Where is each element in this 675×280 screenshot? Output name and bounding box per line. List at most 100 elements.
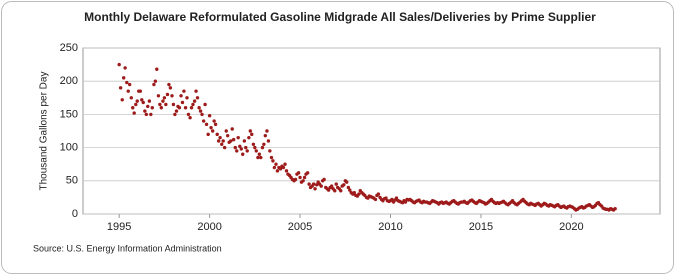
data-point xyxy=(201,119,206,123)
data-point xyxy=(189,106,194,110)
data-point xyxy=(373,197,378,202)
plot-area xyxy=(82,47,661,215)
data-point xyxy=(158,102,162,107)
data-point xyxy=(141,100,145,105)
data-point xyxy=(613,206,617,211)
data-point xyxy=(215,132,219,137)
data-point xyxy=(194,89,198,93)
data-point xyxy=(186,112,191,117)
data-point xyxy=(180,100,185,105)
data-point xyxy=(231,137,236,142)
data-point xyxy=(135,99,139,103)
data-point xyxy=(155,67,159,71)
data-point xyxy=(143,109,147,113)
source-note: Source: U.S. Energy Information Administ… xyxy=(33,243,222,253)
data-point xyxy=(384,196,388,200)
y-tick-label: 100 xyxy=(60,142,78,154)
data-point xyxy=(281,165,286,170)
data-point xyxy=(269,155,274,160)
data-point xyxy=(403,200,408,204)
data-point xyxy=(159,106,164,110)
data-point xyxy=(346,185,351,190)
data-point xyxy=(305,171,310,175)
data-point xyxy=(161,99,165,103)
data-point xyxy=(314,183,319,187)
data-point xyxy=(179,94,183,98)
data-point xyxy=(236,135,240,140)
data-point xyxy=(357,192,361,196)
data-point xyxy=(153,79,158,83)
data-point xyxy=(265,129,269,133)
data-point xyxy=(138,89,143,93)
data-point xyxy=(188,116,192,120)
data-point xyxy=(146,104,150,109)
data-point xyxy=(156,94,161,98)
data-point xyxy=(244,145,248,150)
data-point xyxy=(134,102,138,107)
y-tick-label: 200 xyxy=(60,75,78,87)
data-point xyxy=(125,80,129,85)
data-point xyxy=(127,82,132,87)
data-point xyxy=(319,184,323,188)
data-point xyxy=(247,135,251,140)
data-point xyxy=(342,183,346,187)
data-point xyxy=(182,89,186,93)
data-point xyxy=(226,133,230,138)
data-point xyxy=(198,109,203,113)
data-point xyxy=(296,171,301,175)
data-point xyxy=(278,167,283,171)
data-point xyxy=(339,189,343,193)
data-point xyxy=(345,180,349,184)
data-point xyxy=(209,125,213,130)
data-point xyxy=(197,106,201,110)
data-point xyxy=(220,142,224,146)
data-point xyxy=(251,142,256,146)
data-point xyxy=(330,184,334,188)
x-tick-label: 2000 xyxy=(197,221,221,233)
data-point xyxy=(262,142,266,146)
data-point xyxy=(149,112,153,117)
data-point xyxy=(177,106,182,110)
data-point xyxy=(167,82,171,87)
data-point xyxy=(121,76,126,80)
data-point xyxy=(311,182,316,186)
data-point xyxy=(140,98,144,102)
x-tick-label: 2005 xyxy=(288,221,312,233)
data-point xyxy=(284,169,289,173)
data-point xyxy=(334,182,338,186)
data-point xyxy=(390,197,394,202)
data-point xyxy=(123,66,127,70)
data-point xyxy=(230,127,234,131)
data-point xyxy=(241,152,245,156)
data-point xyxy=(221,139,225,143)
data-point xyxy=(185,96,189,100)
data-point xyxy=(253,145,257,150)
y-tick-label: 0 xyxy=(72,208,78,220)
data-point xyxy=(248,129,253,133)
data-point xyxy=(213,122,218,127)
data-point xyxy=(326,188,331,192)
data-point xyxy=(132,111,136,115)
data-point xyxy=(239,147,243,151)
data-point xyxy=(250,132,254,137)
data-point xyxy=(191,102,195,107)
data-point xyxy=(257,152,262,156)
data-point xyxy=(233,145,237,150)
y-tick-label: 50 xyxy=(66,175,78,187)
data-point xyxy=(259,155,263,160)
data-point xyxy=(352,191,357,195)
data-point xyxy=(200,112,204,117)
data-point xyxy=(216,139,221,143)
data-point xyxy=(283,162,287,166)
data-point xyxy=(268,149,272,153)
data-point xyxy=(162,96,167,100)
data-point xyxy=(376,192,381,196)
data-point xyxy=(164,102,168,107)
data-point xyxy=(206,132,210,137)
data-point xyxy=(245,149,249,153)
y-tick-label: 150 xyxy=(60,108,78,120)
data-point xyxy=(266,139,271,143)
data-point xyxy=(129,96,133,100)
